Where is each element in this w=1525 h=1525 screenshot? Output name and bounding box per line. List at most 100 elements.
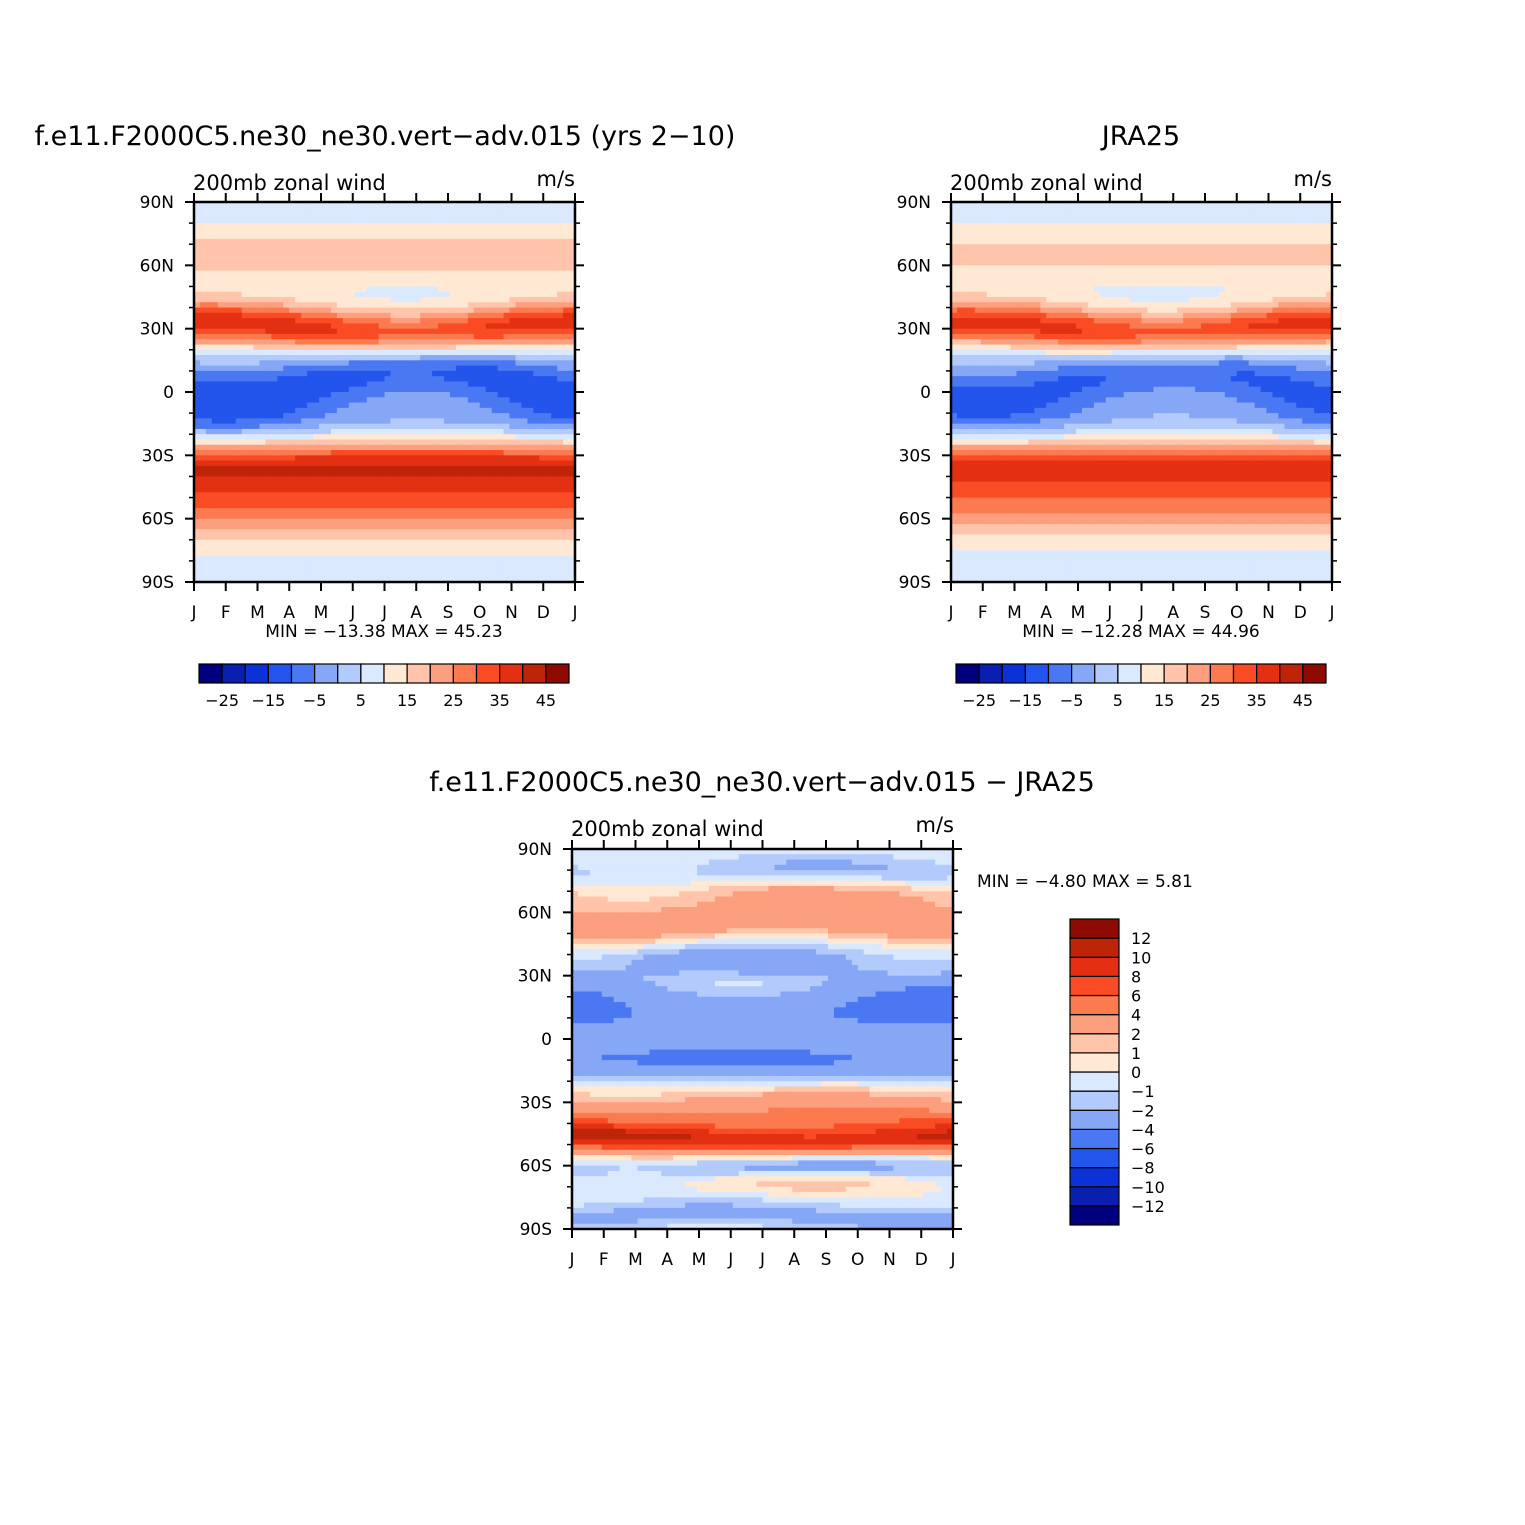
- contour-cell: [253, 212, 261, 219]
- contour-cell: [455, 286, 463, 293]
- contour-cell: [354, 207, 362, 214]
- contour-cell: [265, 381, 272, 388]
- colorbar-label: −15: [251, 691, 285, 710]
- contour-cell: [348, 376, 356, 383]
- contour-cell: [444, 281, 451, 288]
- contour-cell: [396, 365, 403, 372]
- contour-cell: [235, 207, 243, 214]
- contour-cell: [479, 249, 487, 256]
- contour-cell: [241, 407, 249, 414]
- contour-cell: [1099, 202, 1107, 208]
- contour-cell: [479, 233, 487, 240]
- contour-cell: [271, 407, 278, 414]
- contour-cell: [449, 344, 457, 351]
- contour-cell: [467, 333, 475, 340]
- contour-cell: [479, 223, 487, 229]
- contour-cell: [408, 323, 415, 330]
- contour-cell: [235, 318, 243, 324]
- colorbar-box: [429, 663, 454, 684]
- contour-cell: [271, 513, 278, 520]
- contour-cell: [438, 539, 445, 546]
- contour-cell: [259, 370, 267, 377]
- contour-cell: [229, 545, 237, 551]
- contour-cell: [194, 228, 201, 235]
- contour-cell: [378, 566, 386, 573]
- contour-cell: [211, 207, 219, 214]
- contour-cell: [426, 233, 433, 240]
- contour-cell: [563, 539, 570, 546]
- contour-cell: [467, 207, 475, 214]
- contour-cell: [551, 286, 558, 293]
- contour-cell: [330, 207, 338, 214]
- contour-cell: [360, 370, 368, 377]
- contour-cell: [551, 492, 558, 499]
- contour-cell: [515, 291, 523, 298]
- contour-cell: [241, 539, 249, 546]
- contour-cell: [432, 560, 439, 567]
- contour-cell: [1004, 223, 1012, 229]
- contour-cell: [378, 381, 386, 388]
- contour-cell: [408, 497, 415, 504]
- contour-cell: [235, 523, 243, 530]
- contour-cell: [205, 365, 213, 372]
- contour-cell: [432, 439, 439, 446]
- contour-cell: [551, 534, 558, 541]
- contour-cell: [503, 349, 511, 356]
- contour-cell: [533, 360, 540, 367]
- contour-cell: [515, 545, 523, 551]
- contour-cell: [1248, 202, 1256, 208]
- contour-cell: [378, 529, 386, 536]
- contour-cell: [360, 238, 368, 245]
- contour-cell: [372, 523, 380, 530]
- contour-cell: [539, 471, 546, 478]
- contour-cell: [348, 207, 356, 214]
- contour-cell: [461, 270, 469, 277]
- contour-cell: [432, 318, 439, 324]
- contour-cell: [319, 555, 326, 562]
- contour-cell: [265, 207, 272, 214]
- contour-cell: [283, 471, 290, 478]
- contour-cell: [533, 344, 540, 351]
- contour-cell: [473, 407, 481, 414]
- contour-cell: [324, 228, 332, 235]
- contour-cell: [390, 349, 397, 356]
- contour-cell: [199, 392, 207, 398]
- contour-cell: [479, 571, 487, 578]
- contour-cell: [235, 460, 243, 467]
- contour-cell: [348, 297, 356, 303]
- contour-cell: [253, 523, 261, 530]
- contour-cell: [438, 450, 445, 456]
- contour-cell: [342, 397, 350, 404]
- contour-cell: [527, 376, 534, 383]
- contour-cell: [295, 228, 302, 235]
- contour-cell: [307, 513, 314, 520]
- contour-cell: [295, 370, 302, 377]
- contour-cell: [253, 376, 261, 383]
- contour-cell: [491, 360, 499, 367]
- contour-cell: [1016, 207, 1024, 214]
- contour-cell: [283, 249, 290, 256]
- contour-cell: [366, 207, 374, 214]
- contour-cell: [455, 207, 463, 214]
- contour-cell: [414, 254, 421, 261]
- contour-cell: [319, 523, 326, 530]
- contour-cell: [384, 492, 392, 499]
- contour-cell: [420, 333, 427, 340]
- contour-cell: [1195, 202, 1202, 208]
- contour-cell: [330, 402, 338, 409]
- contour-cell: [515, 202, 523, 208]
- contour-cell: [420, 392, 427, 398]
- contour-cell: [378, 465, 386, 472]
- contour-cell: [527, 270, 534, 277]
- contour-cell: [485, 413, 493, 419]
- contour-cell: [330, 312, 338, 319]
- contour-cell: [319, 481, 326, 488]
- contour-cell: [342, 413, 350, 419]
- contour-cell: [217, 576, 225, 583]
- contour-cell: [515, 323, 523, 330]
- contour-cell: [271, 323, 278, 330]
- contour-cell: [354, 217, 362, 224]
- contour-cell: [1147, 202, 1154, 208]
- contour-cell: [265, 545, 272, 551]
- contour-cell: [217, 265, 225, 272]
